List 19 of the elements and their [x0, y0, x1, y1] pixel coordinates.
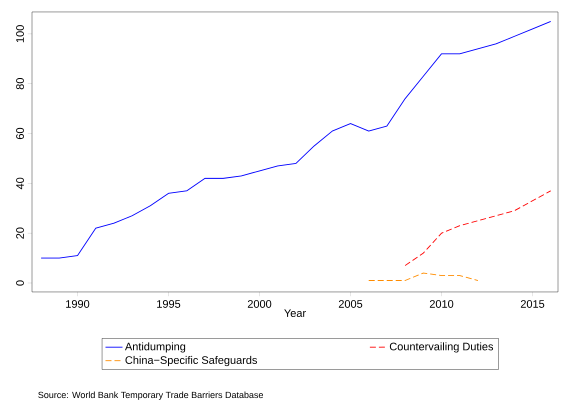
legend-label: Antidumping	[124, 342, 186, 353]
legend-label: Countervailing Duties	[390, 342, 494, 353]
y-tick-label: 60	[16, 128, 24, 140]
line-series	[404, 190, 552, 266]
source-note: Source: World Bank Temporary Trade Barriers Database	[38, 392, 264, 400]
x-tick-label: 2005	[338, 300, 362, 308]
x-tick-label: 1990	[66, 300, 90, 308]
line-series	[40, 20, 552, 259]
x-tick-label: 2000	[248, 300, 272, 308]
y-tick-label: 20	[16, 228, 24, 239]
x-axis-title: Year	[284, 309, 306, 317]
y-tick-label: 100	[16, 25, 24, 42]
x-tick-label: 2015	[520, 300, 544, 308]
x-tick-label: 1995	[157, 300, 180, 308]
x-tick-label: 2010	[430, 300, 454, 308]
y-tick-label: 80	[16, 78, 24, 90]
y-tick-label: 40	[16, 178, 24, 190]
legend-label: China−Specific Safeguards	[125, 356, 258, 366]
y-tick-label: 0	[16, 280, 24, 286]
